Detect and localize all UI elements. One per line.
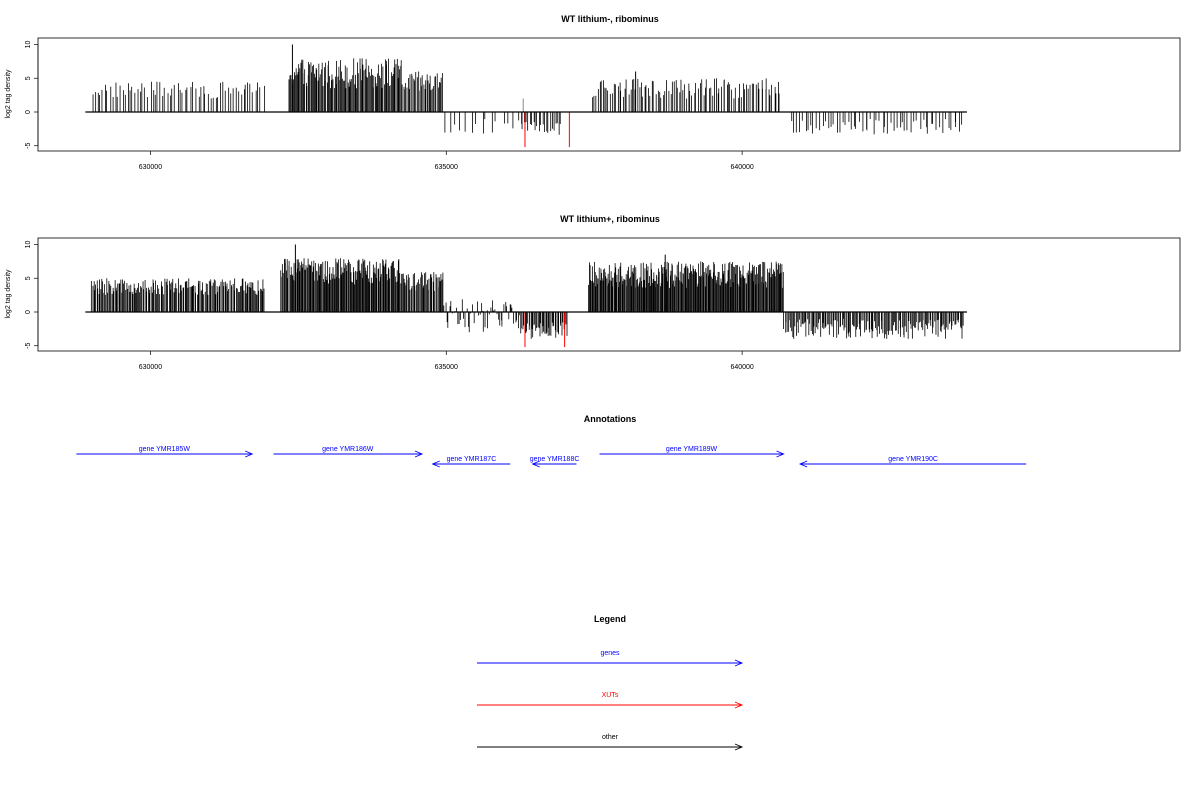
signal-segment	[401, 71, 443, 112]
gene-label: gene YMR188C	[530, 456, 580, 463]
signal-bars	[85, 44, 967, 148]
x-tick-label: 640000	[730, 164, 753, 171]
annotations-title: Annotations	[584, 414, 637, 424]
signal-bars	[85, 244, 967, 348]
panel-title: WT lithium+, ribominus	[560, 214, 660, 224]
signal-segment	[90, 278, 265, 312]
annotation-track: Annotations gene YMR185W gene YMR186Wgene…	[76, 414, 1027, 468]
plot-frame	[37, 37, 1181, 152]
track-panel-lithium-minus: WT lithium-, ribominus log2 tag density …	[5, 14, 1181, 171]
arrow-head	[414, 450, 424, 458]
y-axis: -5 0 5 10	[25, 41, 39, 149]
arrow-head	[431, 460, 440, 468]
x-tick-label: 640000	[730, 364, 753, 371]
gene-label: gene YMR187C	[447, 456, 497, 463]
legend-title: Legend	[594, 614, 626, 624]
legend-item-other: other	[477, 734, 744, 751]
arrow-head	[245, 450, 254, 458]
gene-arrow[interactable]: gene YMR188C	[530, 456, 580, 468]
legend-arrow-head	[734, 659, 744, 667]
y-tick-label: 10	[25, 41, 32, 49]
legend-item-xuts: XUTs	[477, 692, 744, 709]
arrow-head	[798, 460, 808, 468]
gene-arrow[interactable]: gene YMR189W	[599, 446, 785, 458]
gene-arrow[interactable]: gene YMR187C	[431, 456, 511, 468]
signal-segment	[443, 299, 520, 333]
y-tick-label: -5	[25, 143, 32, 149]
signal-segment	[280, 258, 403, 312]
gene-label: gene YMR189W	[666, 446, 718, 453]
gene-label: gene YMR186W	[322, 446, 374, 453]
gene-arrow[interactable]: gene YMR185W	[76, 446, 254, 458]
y-tick-label: 0	[25, 110, 32, 114]
legend-items: genes XUTs other	[477, 650, 744, 751]
y-axis: -5 0 5 10	[25, 241, 39, 349]
x-tick-label: 635000	[435, 164, 458, 171]
x-axis: 630000 635000 640000	[139, 351, 754, 371]
arrow-head	[776, 450, 785, 458]
signal-segment	[783, 312, 964, 339]
y-tick-label: 10	[25, 241, 32, 249]
arrow-head	[531, 460, 540, 468]
legend-label: XUTs	[602, 692, 619, 699]
y-axis-label: log2 tag density	[5, 269, 12, 319]
panel-title: WT lithium-, ribominus	[561, 14, 659, 24]
gene-arrows: gene YMR185W gene YMR186W gene YMR187C gene…	[76, 446, 1027, 468]
x-tick-label: 635000	[435, 364, 458, 371]
signal-segment	[288, 58, 402, 112]
y-tick-label: 5	[25, 76, 32, 80]
signal-segment	[520, 312, 568, 339]
legend-arrow-head	[734, 701, 744, 709]
legend: Legend genes XUTs other	[477, 614, 744, 751]
y-axis-label: log2 tag density	[5, 69, 12, 119]
legend-label: genes	[600, 650, 620, 657]
legend-item-genes: genes	[477, 650, 744, 667]
x-axis: 630000 635000 640000	[139, 151, 754, 171]
signal-segment	[791, 112, 963, 135]
gene-label: gene YMR185W	[139, 446, 191, 453]
legend-label: other	[602, 734, 619, 741]
signal-segment	[444, 112, 520, 134]
track-panel-lithium-plus: WT lithium+, ribominus log2 tag density …	[5, 214, 1181, 371]
signal-segment	[592, 78, 780, 112]
x-tick-label: 630000	[139, 364, 162, 371]
gene-arrow[interactable]: gene YMR190C	[798, 456, 1027, 468]
signal-segment	[521, 112, 561, 135]
y-tick-label: -5	[25, 343, 32, 349]
x-tick-label: 630000	[139, 164, 162, 171]
gene-arrow[interactable]: gene YMR186W	[273, 446, 424, 458]
signal-segment	[401, 272, 444, 312]
signal-segment	[92, 81, 266, 112]
y-tick-label: 0	[25, 310, 32, 314]
signal-segment	[588, 261, 784, 312]
legend-arrow-head	[734, 743, 744, 751]
gene-label: gene YMR190C	[888, 456, 938, 463]
y-tick-label: 5	[25, 276, 32, 280]
